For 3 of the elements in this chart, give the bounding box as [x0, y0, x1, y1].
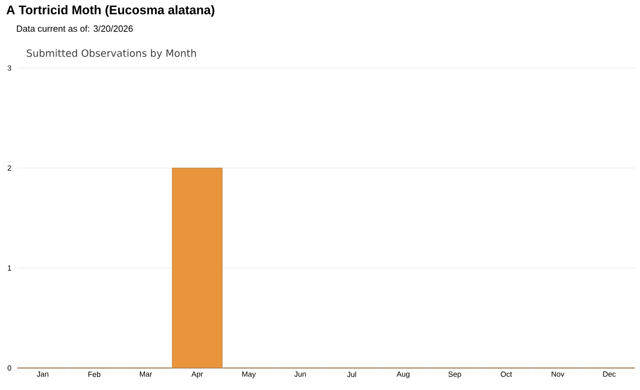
text: Submitted Observations by Month	[26, 49, 196, 59]
chart-title: A Tortricid Moth (Eucosma alatana)	[6, 5, 214, 17]
chart-subtitle: Data current as of: 3/20/2026	[16, 25, 133, 32]
